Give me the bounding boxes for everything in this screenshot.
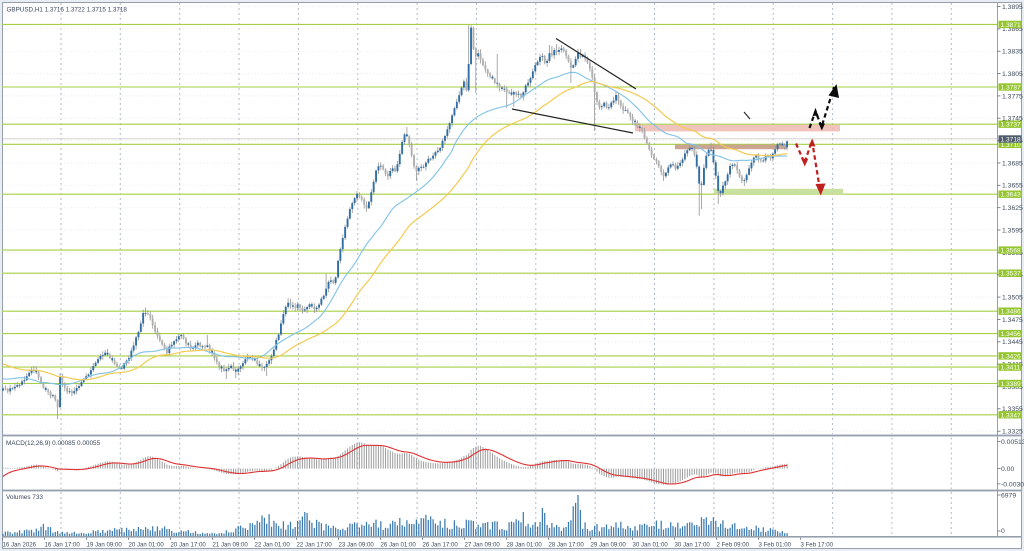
svg-text:1.3537: 1.3537 [1001, 271, 1022, 278]
svg-text:1.3710: 1.3710 [1001, 142, 1022, 149]
svg-text:1.3871: 1.3871 [1001, 22, 1022, 29]
svg-text:1.3389: 1.3389 [1001, 381, 1022, 388]
svg-text:22 Jan 01:00: 22 Jan 01:00 [255, 542, 291, 549]
svg-text:1.3865: 1.3865 [1002, 26, 1023, 33]
svg-text:1.3325: 1.3325 [1002, 429, 1023, 436]
svg-text:-0.00301: -0.00301 [1001, 481, 1024, 488]
svg-text:1.3475: 1.3475 [1002, 317, 1023, 324]
svg-text:26 Jan 17:00: 26 Jan 17:00 [423, 542, 459, 549]
svg-text:16 Jan 2026: 16 Jan 2026 [3, 542, 37, 549]
svg-text:1.3835: 1.3835 [1002, 49, 1023, 56]
svg-text:Volumes 733: Volumes 733 [6, 494, 43, 501]
svg-text:1.3486: 1.3486 [1001, 309, 1022, 316]
svg-text:1.3568: 1.3568 [1001, 248, 1022, 255]
svg-text:1.3787: 1.3787 [1001, 85, 1022, 92]
svg-text:MACD(12,26,9) 0.00085 0.00055: MACD(12,26,9) 0.00085 0.00055 [6, 440, 101, 447]
svg-text:6979: 6979 [1001, 492, 1016, 499]
svg-text:1.3411: 1.3411 [1001, 365, 1021, 372]
svg-text:1.3426: 1.3426 [1001, 353, 1022, 360]
svg-text:0: 0 [1001, 528, 1005, 535]
svg-text:1.3737: 1.3737 [1001, 122, 1022, 129]
svg-text:1.3805: 1.3805 [1002, 71, 1023, 78]
svg-text:1.3775: 1.3775 [1002, 93, 1023, 100]
svg-text:1.3347: 1.3347 [1001, 412, 1022, 419]
svg-text:0.00513: 0.00513 [1001, 439, 1024, 446]
svg-text:1.3385: 1.3385 [1002, 384, 1023, 391]
svg-text:28 Jan 17:00: 28 Jan 17:00 [549, 542, 585, 549]
svg-text:19 Jan 09:00: 19 Jan 09:00 [87, 542, 123, 549]
svg-text:1.3895: 1.3895 [1002, 4, 1023, 11]
svg-text:1.3595: 1.3595 [1002, 227, 1023, 234]
svg-text:GBPUSD,H1 1.3716 1.3722 1.371: GBPUSD,H1 1.3716 1.3722 1.3715 1.3718 [7, 7, 128, 14]
svg-text:30 Jan 17:00: 30 Jan 17:00 [675, 542, 711, 549]
svg-text:3 Feb 01:00: 3 Feb 01:00 [759, 542, 792, 549]
svg-text:1.3445: 1.3445 [1002, 339, 1023, 346]
svg-text:16 Jan 17:00: 16 Jan 17:00 [45, 542, 81, 549]
svg-text:23 Jan 09:00: 23 Jan 09:00 [339, 542, 375, 549]
svg-text:1.3456: 1.3456 [1001, 331, 1022, 338]
svg-text:20 Jan 17:00: 20 Jan 17:00 [171, 542, 207, 549]
svg-text:26 Jan 01:00: 26 Jan 01:00 [381, 542, 417, 549]
svg-text:27 Jan 09:00: 27 Jan 09:00 [465, 542, 501, 549]
svg-text:0.00: 0.00 [1001, 466, 1014, 473]
svg-text:28 Jan 01:00: 28 Jan 01:00 [507, 542, 543, 549]
svg-text:30 Jan 01:00: 30 Jan 01:00 [633, 542, 669, 549]
svg-text:1.3718: 1.3718 [1001, 137, 1022, 144]
svg-text:20 Jan 01:00: 20 Jan 01:00 [129, 542, 165, 549]
svg-text:1.3745: 1.3745 [1002, 116, 1023, 123]
svg-text:1.3505: 1.3505 [1002, 294, 1023, 301]
svg-text:29 Jan 09:00: 29 Jan 09:00 [591, 542, 627, 549]
svg-text:1.3685: 1.3685 [1002, 160, 1023, 167]
svg-text:1.3625: 1.3625 [1002, 205, 1023, 212]
svg-text:22 Jan 17:00: 22 Jan 17:00 [297, 542, 333, 549]
svg-text:3 Feb 17:00: 3 Feb 17:00 [801, 542, 834, 549]
svg-text:21 Jan 09:00: 21 Jan 09:00 [213, 542, 249, 549]
svg-text:1.3355: 1.3355 [1002, 406, 1023, 413]
svg-text:2 Feb 09:00: 2 Feb 09:00 [717, 542, 750, 549]
svg-text:1.3643: 1.3643 [1001, 192, 1022, 199]
svg-text:1.3655: 1.3655 [1002, 183, 1023, 190]
